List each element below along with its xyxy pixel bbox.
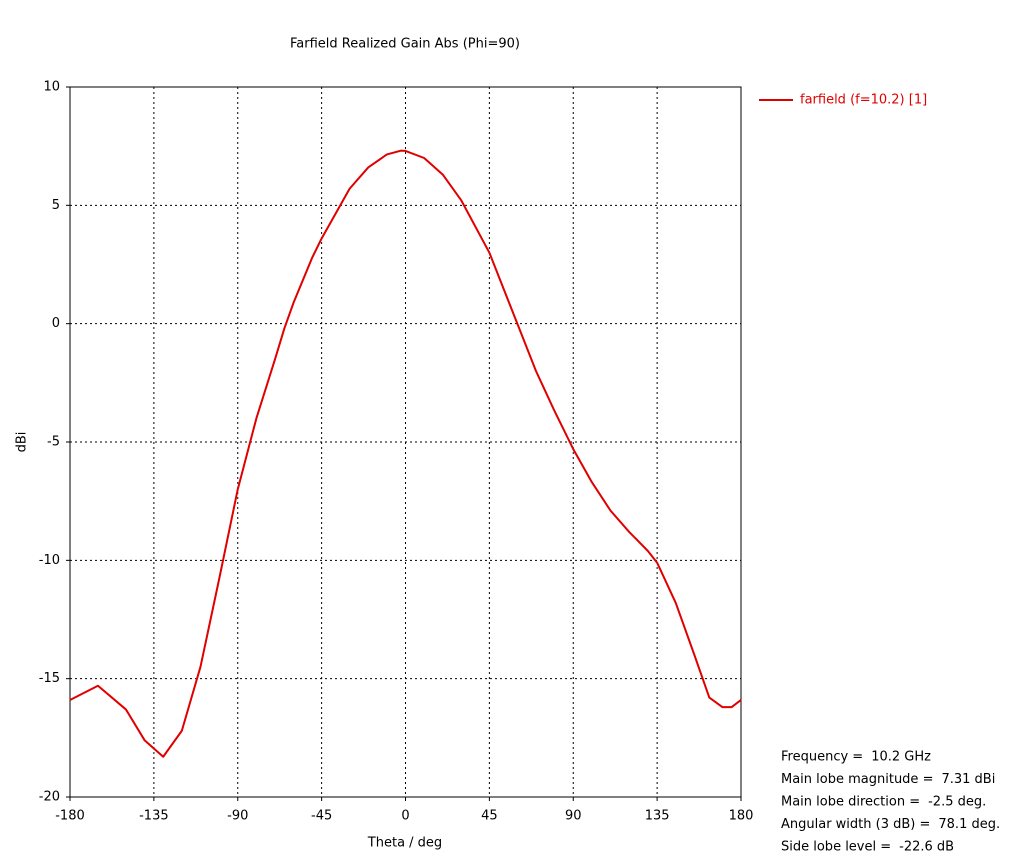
legend-label: farfield (f=10.2) [1] — [800, 93, 927, 108]
annotation-value: -2.5 deg. — [928, 795, 986, 810]
annotation-label: Angular width (3 dB) = — [781, 817, 930, 832]
x-tick-label: 0 — [401, 809, 409, 824]
x-tick-label: 180 — [729, 809, 754, 824]
x-tick-label: -180 — [55, 809, 85, 824]
x-tick-label: -45 — [311, 809, 332, 824]
x-tick-label: -135 — [139, 809, 169, 824]
annotation-label: Frequency = — [781, 750, 863, 765]
x-tick-label: 90 — [565, 809, 582, 824]
x-axis-label: Theta / deg — [367, 836, 442, 851]
y-tick-label: -5 — [47, 435, 60, 450]
annotation-label: Main lobe direction = — [781, 795, 920, 810]
x-tick-label: 135 — [645, 809, 670, 824]
y-tick-label: -20 — [39, 790, 60, 805]
annotation-label: Side lobe level = — [781, 840, 891, 855]
annotation-label: Main lobe magnitude = — [781, 772, 933, 787]
x-tick-label: 45 — [481, 809, 498, 824]
y-tick-label: -15 — [39, 671, 60, 686]
annotation-value: 10.2 GHz — [871, 750, 931, 765]
annotation-value: 78.1 deg. — [938, 817, 1000, 832]
y-tick-label: 10 — [43, 80, 60, 95]
annotation-value: 7.31 dBi — [941, 772, 995, 787]
data-line — [69, 149, 742, 758]
y-axis-label: dBi — [15, 432, 30, 453]
annotation-value: -22.6 dB — [899, 840, 954, 855]
x-tick-label: -90 — [227, 809, 248, 824]
y-tick-label: 5 — [52, 198, 60, 213]
y-tick-label: 0 — [52, 316, 60, 331]
y-tick-label: -10 — [39, 553, 60, 568]
chart-title: Farfield Realized Gain Abs (Phi=90) — [290, 37, 520, 52]
